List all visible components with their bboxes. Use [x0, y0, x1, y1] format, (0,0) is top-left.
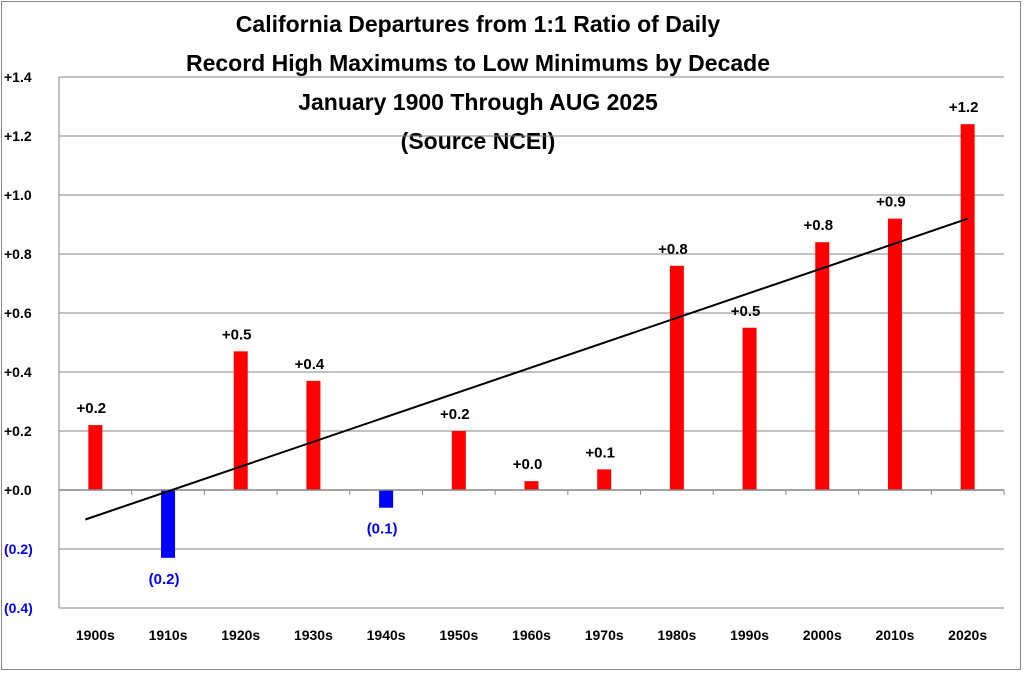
bar — [742, 327, 757, 490]
x-tick-label: 1990s — [730, 627, 769, 643]
y-tick-label: +0.0 — [4, 482, 32, 498]
bar — [233, 351, 248, 490]
y-axis-tick-labels: +1.4 +1.2 +1.0 +0.8 +0.6 +0.4 +0.2 +0.0 (0.2) (0.… — [4, 69, 33, 616]
chart-title: California Departures from 1:1 Ratio of … — [186, 11, 770, 154]
gridlines — [59, 76, 1004, 609]
bar — [815, 242, 830, 490]
data-label: +0.5 — [731, 303, 761, 320]
x-tick-label: 1970s — [585, 627, 624, 643]
y-tick-label: +0.2 — [4, 423, 32, 439]
x-tick-label: 2020s — [948, 627, 987, 643]
y-tick-label: +0.8 — [4, 246, 32, 262]
data-label: +0.8 — [658, 241, 688, 258]
data-label: +0.4 — [295, 356, 325, 373]
y-tick-label: (0.4) — [4, 600, 33, 616]
x-tick-label: 1950s — [439, 627, 478, 643]
title-line-3: January 1900 Through AUG 2025 — [298, 89, 658, 115]
bars — [88, 124, 975, 558]
bar — [960, 124, 975, 490]
x-tick-label: 1930s — [294, 627, 333, 643]
x-tick-label: 2010s — [875, 627, 914, 643]
y-tick-label: +0.6 — [4, 305, 32, 321]
bar — [597, 469, 612, 490]
x-tick-label: 1940s — [367, 627, 406, 643]
data-label: +0.0 — [513, 456, 543, 473]
bar — [88, 425, 103, 490]
data-label: +0.8 — [803, 217, 833, 234]
y-tick-label: +1.2 — [4, 128, 32, 144]
data-label: (0.1) — [367, 521, 398, 538]
x-tick-label: 1910s — [149, 627, 188, 643]
x-tick-label: 1920s — [221, 627, 260, 643]
y-tick-label: +0.4 — [4, 364, 32, 380]
x-tick-label: 1900s — [76, 627, 115, 643]
bar — [161, 490, 176, 558]
bar — [524, 481, 539, 490]
x-tick-label: 2000s — [803, 627, 842, 643]
bar — [306, 380, 321, 490]
title-line-4: (Source NCEI) — [401, 128, 556, 154]
bar — [379, 490, 394, 508]
data-label: +0.2 — [77, 400, 107, 417]
y-tick-label: (0.2) — [4, 541, 33, 557]
data-label: +1.2 — [949, 99, 979, 116]
x-axis-tick-labels: 1900s 1910s 1920s 1930s 1940s 1950s 1960s 1970s… — [76, 627, 987, 643]
trendline — [85, 217, 969, 521]
bar — [669, 265, 684, 490]
data-label: (0.2) — [149, 571, 180, 588]
y-tick-label: +1.0 — [4, 187, 32, 203]
data-label: +0.1 — [585, 444, 615, 461]
trendline-group — [85, 217, 969, 521]
x-tick-label: 1980s — [657, 627, 696, 643]
data-label: +0.2 — [440, 406, 470, 423]
x-tick-label: 1960s — [512, 627, 551, 643]
title-line-2: Record High Maximums to Low Minimums by … — [186, 50, 770, 76]
axes — [58, 77, 1005, 608]
data-label: +0.5 — [222, 326, 252, 343]
data-label: +0.9 — [876, 194, 906, 211]
bar — [451, 431, 466, 490]
title-line-1: California Departures from 1:1 Ratio of … — [236, 11, 721, 37]
data-labels: +0.2 (0.2) +0.5 +0.4 (0.1) +0.2 +0.0 +0.1 +0.8 +0… — [77, 99, 979, 588]
y-tick-label: +1.4 — [4, 69, 32, 85]
bar — [887, 218, 902, 490]
